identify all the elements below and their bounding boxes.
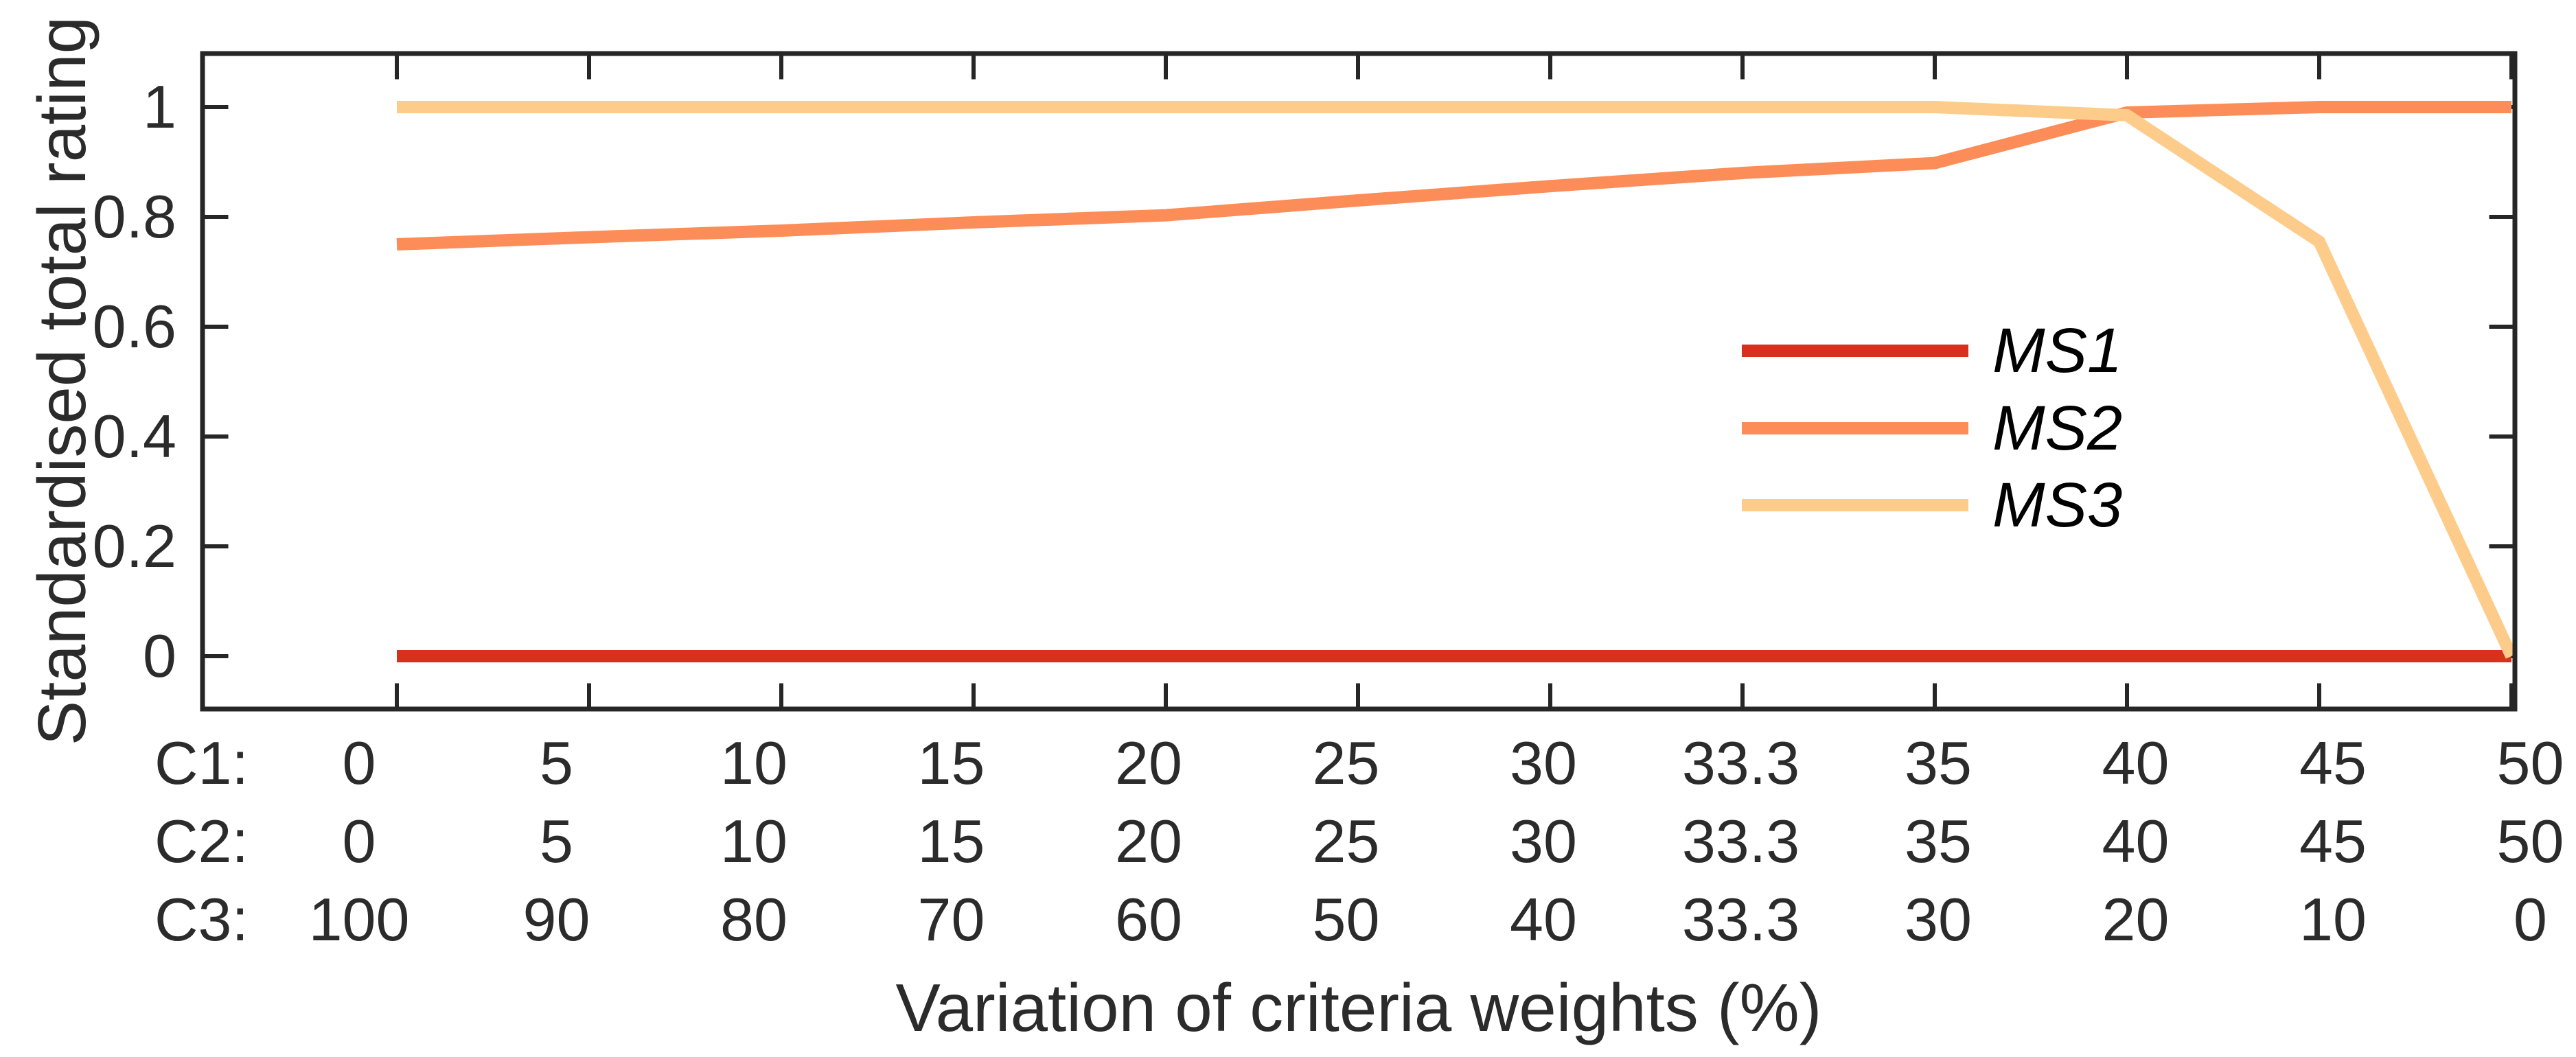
x-tick-label: 50 — [2496, 729, 2564, 797]
x-tick-label: 0 — [2514, 885, 2547, 953]
x-tick-label: 5 — [540, 729, 573, 797]
x-tick-label: 100 — [308, 885, 410, 953]
plot-box — [200, 51, 2518, 712]
y-tick-label: 1 — [143, 73, 176, 141]
x-tick-label: 20 — [2102, 885, 2170, 953]
legend-swatch-MS1 — [1742, 345, 1968, 357]
x-tick-label: 0 — [342, 807, 376, 875]
x-tick-label: 33.3 — [1681, 729, 1800, 797]
x-tick-label: 70 — [917, 885, 985, 953]
x-row-header: C3: — [154, 885, 249, 953]
x-tick-label: 40 — [2102, 807, 2170, 875]
x-tick-label: 40 — [2102, 729, 2170, 797]
x-tick-label: 33.3 — [1681, 807, 1800, 875]
x-tick-label: 5 — [540, 807, 573, 875]
x-tick-label: 10 — [720, 729, 787, 797]
x-tick-label: 30 — [1905, 885, 1972, 953]
x-tick-label: 60 — [1115, 885, 1182, 953]
x-tick-label: 15 — [917, 807, 985, 875]
x-tick-label: 30 — [1510, 807, 1577, 875]
x-tick-label: 35 — [1905, 807, 1972, 875]
y-tick-label: 0.6 — [92, 292, 176, 360]
x-tick-label: 20 — [1115, 729, 1182, 797]
legend-swatch-MS3 — [1742, 499, 1968, 511]
x-tick-label: 30 — [1510, 729, 1577, 797]
y-tick-label: 0.8 — [92, 183, 176, 251]
x-tick-label: 10 — [2299, 885, 2367, 953]
x-tick-label: 50 — [2496, 807, 2564, 875]
legend-label-MS3: MS3 — [1992, 470, 2123, 540]
x-tick-label: 25 — [1312, 807, 1380, 875]
y-tick-label: 0.2 — [92, 512, 176, 580]
x-tick-label: 50 — [1312, 885, 1380, 953]
y-tick-label: 0 — [143, 622, 176, 690]
x-tick-label: 45 — [2299, 807, 2367, 875]
x-tick-label: 40 — [1510, 885, 1577, 953]
x-tick-label: 45 — [2299, 729, 2367, 797]
x-tick-label: 15 — [917, 729, 985, 797]
x-tick-label: 90 — [522, 885, 590, 953]
x-tick-label: 25 — [1312, 729, 1380, 797]
series-line-MS3 — [397, 101, 2518, 659]
x-tick-label: 10 — [720, 807, 787, 875]
x-tick-label: 35 — [1905, 729, 1972, 797]
y-tick-label: 0.4 — [92, 402, 176, 470]
x-row-header: C2: — [154, 807, 249, 875]
series-line-MS2 — [396, 101, 2511, 251]
x-tick-label: 20 — [1115, 807, 1182, 875]
x-tick-label: 80 — [720, 885, 787, 953]
legend-label-MS1: MS1 — [1992, 316, 2123, 386]
x-row-header: C1: — [154, 729, 249, 797]
x-tick-label: 33.3 — [1681, 885, 1800, 953]
x-axis-title: Variation of criteria weights (%) — [895, 970, 1822, 1045]
legend-swatch-MS2 — [1742, 421, 1968, 434]
x-tick-label: 0 — [342, 729, 376, 797]
legend-label-MS2: MS2 — [1992, 393, 2123, 463]
